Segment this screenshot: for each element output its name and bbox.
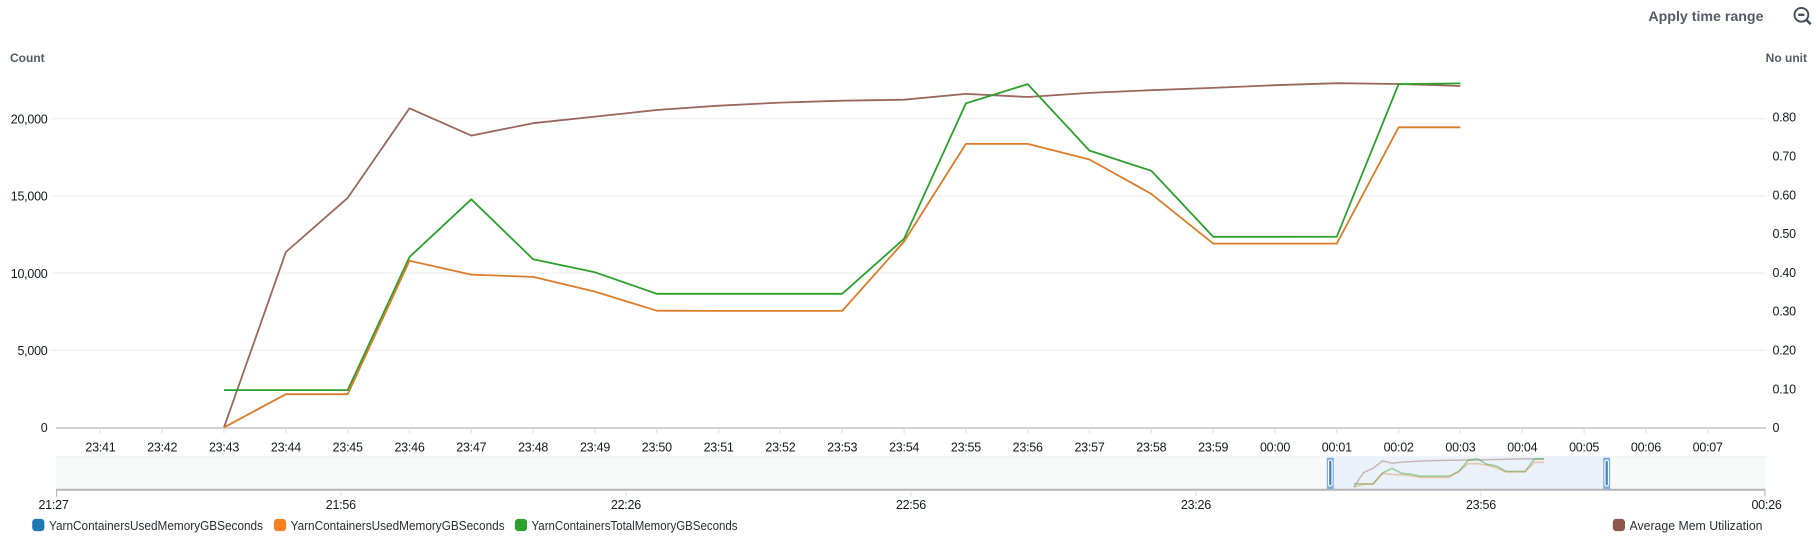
svg-text:00:02: 00:02 <box>1384 441 1414 455</box>
svg-text:23:41: 23:41 <box>85 441 115 455</box>
svg-text:23:56: 23:56 <box>1013 441 1043 455</box>
svg-text:23:48: 23:48 <box>518 441 548 455</box>
svg-text:Apply time range: Apply time range <box>1648 9 1763 25</box>
svg-text:23:46: 23:46 <box>394 441 424 455</box>
svg-text:00:00: 00:00 <box>1260 441 1290 455</box>
svg-text:15,000: 15,000 <box>11 190 48 204</box>
svg-text:23:51: 23:51 <box>704 441 734 455</box>
svg-text:00:07: 00:07 <box>1693 441 1723 455</box>
svg-text:23:45: 23:45 <box>333 441 363 455</box>
svg-text:23:56: 23:56 <box>1466 498 1496 512</box>
svg-text:00:05: 00:05 <box>1569 441 1599 455</box>
svg-text:0.30: 0.30 <box>1773 305 1797 319</box>
svg-text:00:26: 00:26 <box>1751 498 1781 512</box>
svg-text:00:01: 00:01 <box>1322 441 1352 455</box>
svg-text:0: 0 <box>41 421 48 435</box>
svg-text:22:26: 22:26 <box>611 498 641 512</box>
svg-text:0.10: 0.10 <box>1773 382 1797 396</box>
svg-text:23:52: 23:52 <box>765 441 795 455</box>
svg-text:23:26: 23:26 <box>1181 498 1211 512</box>
svg-text:5,000: 5,000 <box>17 344 47 358</box>
svg-text:0.70: 0.70 <box>1773 150 1797 164</box>
svg-text:23:53: 23:53 <box>827 441 857 455</box>
svg-text:Count: Count <box>10 51 45 65</box>
svg-text:23:42: 23:42 <box>147 441 177 455</box>
svg-text:0.60: 0.60 <box>1773 188 1797 202</box>
svg-text:23:59: 23:59 <box>1198 441 1228 455</box>
svg-text:00:06: 00:06 <box>1631 441 1661 455</box>
svg-text:YarnContainersTotalMemoryGBSec: YarnContainersTotalMemoryGBSeconds <box>532 518 738 533</box>
svg-text:0.50: 0.50 <box>1773 227 1797 241</box>
svg-text:23:44: 23:44 <box>271 441 301 455</box>
svg-text:23:54: 23:54 <box>889 441 919 455</box>
svg-text:00:04: 00:04 <box>1507 441 1537 455</box>
svg-text:YarnContainersUsedMemoryGBSeco: YarnContainersUsedMemoryGBSeconds <box>291 518 505 533</box>
svg-text:23:43: 23:43 <box>209 441 239 455</box>
svg-text:23:57: 23:57 <box>1074 441 1104 455</box>
svg-text:10,000: 10,000 <box>11 267 48 281</box>
svg-text:23:58: 23:58 <box>1136 441 1166 455</box>
svg-text:22:56: 22:56 <box>896 498 926 512</box>
svg-text:0.40: 0.40 <box>1773 266 1797 280</box>
svg-text:Average Mem Utilization: Average Mem Utilization <box>1630 518 1763 533</box>
svg-text:23:49: 23:49 <box>580 441 610 455</box>
svg-text:No unit: No unit <box>1766 51 1807 65</box>
svg-text:YarnContainersUsedMemoryGBSeco: YarnContainersUsedMemoryGBSeconds <box>49 518 263 533</box>
svg-text:23:55: 23:55 <box>951 441 981 455</box>
svg-text:0: 0 <box>1773 421 1780 435</box>
svg-text:21:27: 21:27 <box>38 498 68 512</box>
svg-text:0.80: 0.80 <box>1773 111 1797 125</box>
svg-text:00:03: 00:03 <box>1445 441 1475 455</box>
svg-text:23:50: 23:50 <box>642 441 672 455</box>
svg-text:21:56: 21:56 <box>326 498 356 512</box>
svg-text:0.20: 0.20 <box>1773 344 1797 358</box>
svg-text:23:47: 23:47 <box>456 441 486 455</box>
svg-text:20,000: 20,000 <box>11 113 48 127</box>
